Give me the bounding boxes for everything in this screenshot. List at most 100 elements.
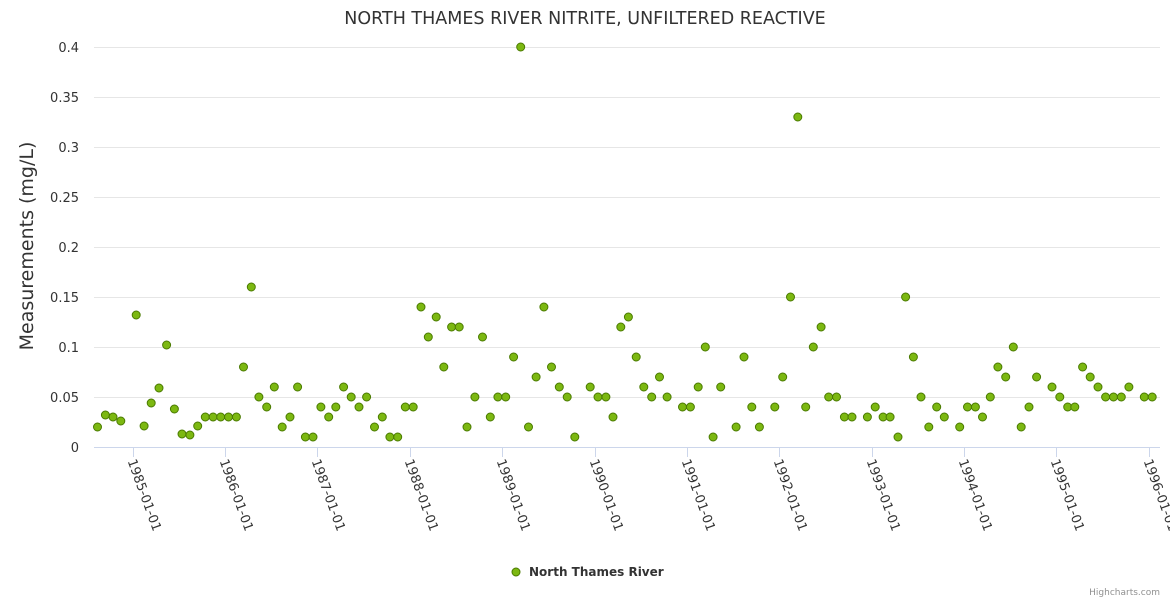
- data-point[interactable]: [623, 312, 633, 322]
- data-point[interactable]: [993, 362, 1003, 372]
- data-point[interactable]: [277, 422, 287, 432]
- data-point[interactable]: [300, 432, 310, 442]
- legend[interactable]: North Thames River: [511, 565, 664, 579]
- data-point[interactable]: [639, 382, 649, 392]
- data-point[interactable]: [924, 422, 934, 432]
- data-point[interactable]: [1078, 362, 1088, 372]
- data-point[interactable]: [524, 422, 533, 432]
- data-point[interactable]: [262, 402, 272, 412]
- data-point[interactable]: [131, 310, 141, 320]
- data-point[interactable]: [786, 292, 795, 302]
- data-point[interactable]: [154, 383, 164, 393]
- data-point[interactable]: [108, 412, 118, 422]
- data-point[interactable]: [231, 412, 241, 422]
- data-point[interactable]: [408, 402, 418, 412]
- data-point[interactable]: [216, 412, 226, 422]
- data-point[interactable]: [601, 392, 611, 402]
- data-point[interactable]: [862, 412, 872, 422]
- data-point[interactable]: [1101, 392, 1111, 402]
- data-point[interactable]: [539, 302, 549, 312]
- data-point[interactable]: [685, 402, 695, 412]
- data-point[interactable]: [423, 332, 433, 342]
- data-point[interactable]: [269, 382, 279, 392]
- data-point[interactable]: [985, 392, 995, 402]
- data-point[interactable]: [585, 382, 595, 392]
- data-point[interactable]: [316, 402, 326, 412]
- data-point[interactable]: [739, 352, 749, 362]
- data-point[interactable]: [239, 362, 248, 372]
- data-point[interactable]: [1070, 402, 1080, 412]
- data-point[interactable]: [608, 412, 618, 422]
- data-point[interactable]: [939, 412, 949, 422]
- data-point[interactable]: [293, 382, 303, 392]
- data-point[interactable]: [700, 342, 710, 352]
- data-point[interactable]: [162, 340, 172, 350]
- data-point[interactable]: [509, 352, 519, 362]
- data-point[interactable]: [678, 402, 687, 412]
- data-point[interactable]: [870, 402, 880, 412]
- data-point[interactable]: [693, 382, 703, 392]
- data-point[interactable]: [978, 412, 987, 422]
- data-point[interactable]: [1047, 382, 1057, 392]
- data-point[interactable]: [470, 392, 480, 402]
- data-point[interactable]: [370, 422, 379, 432]
- data-point[interactable]: [1109, 392, 1118, 402]
- data-point[interactable]: [547, 362, 556, 372]
- data-point[interactable]: [893, 432, 903, 442]
- data-point[interactable]: [93, 422, 102, 432]
- data-point[interactable]: [1139, 392, 1149, 402]
- data-point[interactable]: [501, 392, 511, 402]
- data-point[interactable]: [308, 432, 318, 442]
- data-point[interactable]: [531, 372, 541, 382]
- data-point[interactable]: [100, 410, 110, 420]
- data-point[interactable]: [901, 292, 911, 302]
- data-point[interactable]: [146, 398, 156, 408]
- data-point[interactable]: [516, 42, 526, 52]
- data-point[interactable]: [963, 402, 972, 412]
- data-point[interactable]: [246, 282, 256, 292]
- data-point[interactable]: [439, 362, 449, 372]
- data-point[interactable]: [324, 412, 334, 422]
- data-point[interactable]: [177, 429, 187, 439]
- credits-link[interactable]: Highcharts.com: [1089, 588, 1160, 598]
- data-point[interactable]: [393, 432, 403, 442]
- data-point[interactable]: [955, 422, 965, 432]
- data-point[interactable]: [385, 432, 395, 442]
- data-point[interactable]: [801, 402, 811, 412]
- data-point[interactable]: [793, 112, 803, 122]
- data-point[interactable]: [839, 412, 849, 422]
- legend-item-label[interactable]: North Thames River: [529, 565, 664, 579]
- data-point[interactable]: [808, 342, 818, 352]
- data-point[interactable]: [331, 402, 341, 412]
- data-point[interactable]: [416, 302, 426, 312]
- data-point[interactable]: [493, 392, 503, 402]
- data-point[interactable]: [647, 392, 657, 402]
- data-point[interactable]: [731, 422, 741, 432]
- data-point[interactable]: [1016, 422, 1026, 432]
- data-point[interactable]: [1024, 402, 1034, 412]
- data-point[interactable]: [169, 404, 179, 414]
- data-point[interactable]: [616, 322, 626, 332]
- data-point[interactable]: [346, 392, 356, 402]
- data-point[interactable]: [377, 412, 387, 422]
- data-point[interactable]: [754, 422, 764, 432]
- data-point[interactable]: [908, 352, 918, 362]
- data-point[interactable]: [1093, 382, 1103, 392]
- data-point[interactable]: [916, 392, 926, 402]
- data-point[interactable]: [339, 382, 349, 392]
- data-point[interactable]: [662, 392, 672, 402]
- data-point[interactable]: [570, 432, 580, 442]
- data-point[interactable]: [885, 412, 895, 422]
- data-point[interactable]: [816, 322, 826, 332]
- data-point[interactable]: [770, 402, 780, 412]
- data-point[interactable]: [116, 416, 126, 426]
- data-point[interactable]: [354, 402, 364, 412]
- data-point[interactable]: [224, 412, 233, 422]
- data-point[interactable]: [932, 402, 942, 412]
- data-point[interactable]: [824, 392, 834, 402]
- data-point[interactable]: [747, 402, 757, 412]
- data-point[interactable]: [1147, 392, 1157, 402]
- data-point[interactable]: [462, 422, 472, 432]
- data-point[interactable]: [254, 392, 264, 402]
- data-point[interactable]: [847, 412, 857, 422]
